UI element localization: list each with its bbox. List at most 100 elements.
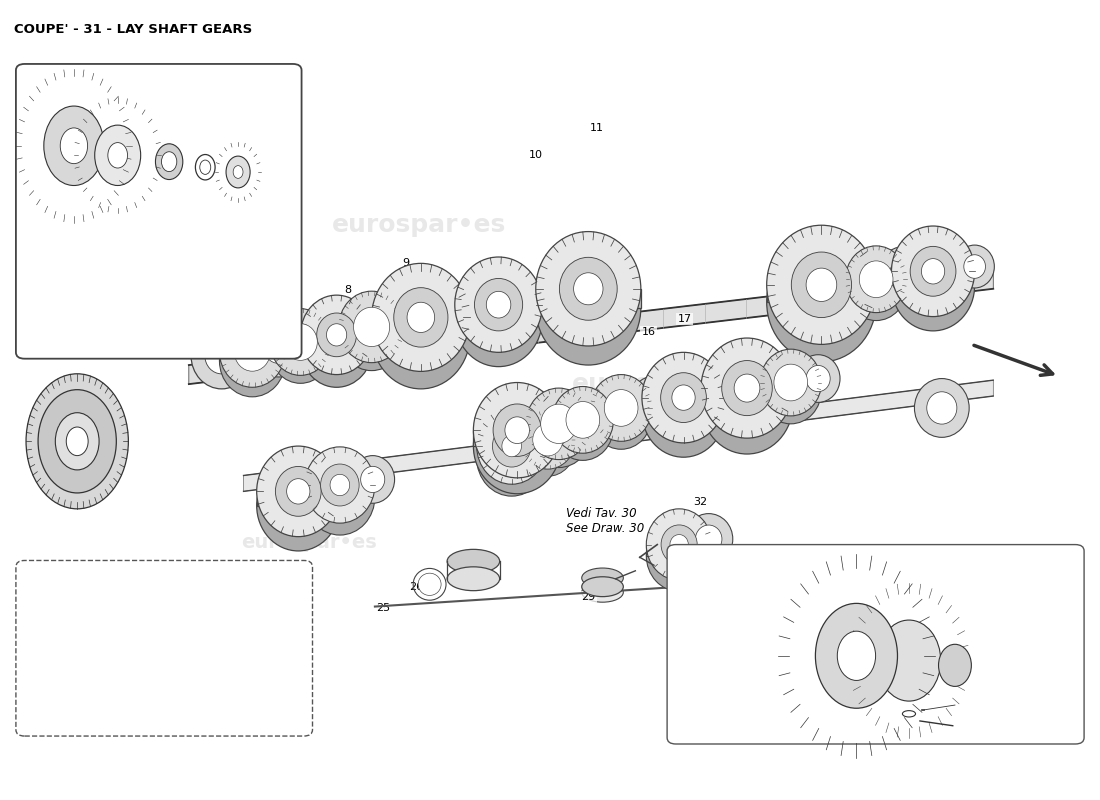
Polygon shape [760,382,822,390]
Ellipse shape [353,307,389,346]
Text: 24: 24 [915,411,930,421]
Ellipse shape [532,423,563,456]
Text: 16: 16 [641,327,656,338]
Text: 12: 12 [267,494,282,504]
Ellipse shape [361,466,385,493]
Text: 43: 43 [871,311,886,322]
Ellipse shape [914,378,969,438]
Polygon shape [767,285,876,302]
Ellipse shape [418,573,441,595]
Polygon shape [189,270,993,384]
Text: 27: 27 [453,563,468,574]
Ellipse shape [275,466,321,516]
Ellipse shape [955,245,994,288]
Text: 26: 26 [409,582,424,592]
Ellipse shape [877,246,930,304]
Ellipse shape [238,333,272,370]
Polygon shape [701,388,793,404]
Text: 37: 37 [1019,610,1033,619]
Ellipse shape [95,125,141,186]
Ellipse shape [630,376,678,429]
Ellipse shape [791,252,851,318]
Text: eurospar•es: eurospar•es [241,534,377,553]
Ellipse shape [300,295,373,374]
Text: NOTE: parts pos. 36 and 39 are: NOTE: parts pos. 36 and 39 are [82,646,246,656]
Ellipse shape [661,373,706,422]
Polygon shape [536,289,641,308]
Ellipse shape [473,398,561,494]
Ellipse shape [582,568,624,588]
Text: 2: 2 [153,337,159,347]
Ellipse shape [846,246,906,313]
Ellipse shape [767,226,876,344]
Ellipse shape [695,525,722,553]
Text: 10: 10 [529,150,542,160]
Ellipse shape [60,128,88,164]
Ellipse shape [552,386,614,454]
Ellipse shape [220,316,285,387]
Polygon shape [220,351,285,361]
Ellipse shape [642,352,725,443]
Ellipse shape [806,268,837,302]
Ellipse shape [264,330,294,363]
Text: 41: 41 [212,343,227,354]
Polygon shape [256,491,340,506]
Ellipse shape [205,337,239,374]
Polygon shape [270,342,331,350]
Text: 19: 19 [928,288,943,298]
Ellipse shape [26,374,129,509]
Ellipse shape [339,291,405,362]
Ellipse shape [191,322,252,389]
Ellipse shape [536,250,641,365]
Ellipse shape [155,144,183,179]
Text: 22: 22 [715,398,729,407]
Ellipse shape [910,246,956,296]
Polygon shape [526,424,592,432]
Text: 14: 14 [330,462,343,473]
Text: sono compresi rispettivamente: sono compresi rispettivamente [73,598,256,609]
Text: 18: 18 [143,272,157,282]
Ellipse shape [520,418,575,476]
Ellipse shape [891,240,975,331]
Polygon shape [339,327,405,335]
Text: Vedi Tav. 30
See Draw. 30: Vedi Tav. 30 See Draw. 30 [566,507,645,535]
Text: Vale fino al cambio No. 2405: Vale fino al cambio No. 2405 [798,696,954,706]
Ellipse shape [964,254,986,278]
Text: 18: 18 [143,270,158,283]
Text: 36: 36 [554,450,568,461]
Ellipse shape [938,644,971,686]
Text: 38: 38 [1000,626,1014,635]
Ellipse shape [476,408,547,484]
Ellipse shape [486,291,510,318]
Polygon shape [372,318,470,335]
Ellipse shape [672,385,695,410]
Ellipse shape [394,288,448,347]
Polygon shape [243,380,993,491]
Ellipse shape [580,419,603,444]
Polygon shape [846,279,906,287]
Ellipse shape [317,313,356,357]
Ellipse shape [270,309,331,375]
Ellipse shape [837,631,876,681]
Ellipse shape [256,460,340,551]
Ellipse shape [200,160,211,174]
Ellipse shape [526,388,592,459]
Ellipse shape [815,603,898,708]
Ellipse shape [647,509,712,580]
Ellipse shape [287,478,310,504]
Ellipse shape [734,374,760,402]
Text: 28: 28 [496,335,510,346]
Text: nelle pos. 28 e 23: nelle pos. 28 e 23 [112,620,217,630]
Ellipse shape [251,317,306,377]
Text: 17: 17 [678,314,692,324]
Ellipse shape [604,390,638,426]
Polygon shape [647,545,712,556]
Polygon shape [891,271,975,286]
Text: 8: 8 [344,286,351,295]
Ellipse shape [701,354,793,454]
Ellipse shape [44,106,104,186]
Ellipse shape [552,414,592,457]
Ellipse shape [407,302,434,333]
Text: 29: 29 [581,592,595,602]
Text: 11: 11 [590,122,604,133]
